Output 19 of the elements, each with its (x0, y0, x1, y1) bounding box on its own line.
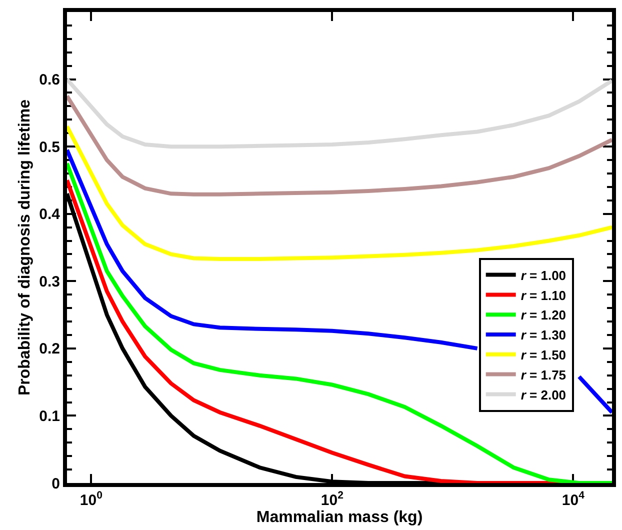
legend-label: r = 2.00 (520, 387, 566, 402)
y-tick-label: 0.5 (39, 138, 60, 156)
legend-label: r = 1.30 (520, 328, 566, 343)
y-tick-label: 0 (52, 475, 60, 492)
legend-label: r = 1.20 (520, 308, 566, 323)
legend-label: r = 1.75 (520, 367, 566, 382)
y-tick-label: 0.2 (39, 340, 60, 358)
x-tick-label: 10$^{2}$ (320, 490, 344, 509)
x-tick-label: 10$^{0}$ (80, 490, 103, 509)
y-tick-label: 0.4 (39, 206, 61, 224)
y-tick-label: 0.3 (39, 273, 60, 290)
y-tick-label: 0.6 (39, 72, 60, 89)
x-tick-label: 10$^{4}$ (562, 490, 585, 509)
legend-label: r = 1.00 (520, 268, 566, 283)
legend-label: r = 1.10 (520, 288, 566, 303)
legend-label: r = 1.50 (520, 347, 566, 362)
y-tick-label: 0.1 (39, 408, 60, 425)
x-axis-title: Mammalian mass (kg) (256, 509, 423, 526)
y-axis-title: Probability of diagnosis during lifetime (16, 99, 34, 396)
